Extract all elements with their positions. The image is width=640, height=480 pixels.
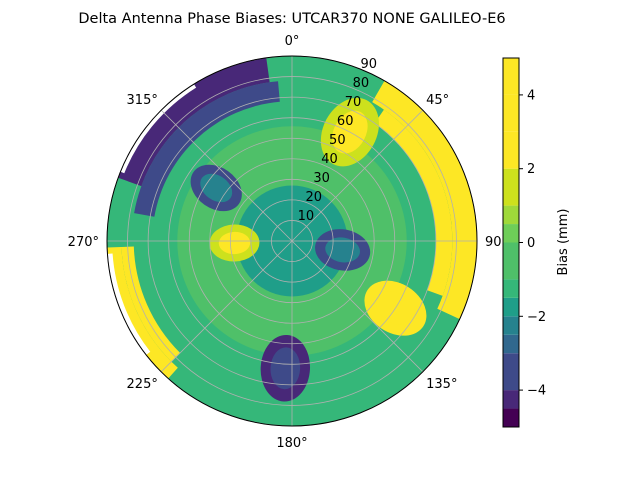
grid-spoke-45 [291, 109, 424, 242]
radial-label-80: 80 [353, 76, 370, 91]
radial-label-10: 10 [298, 209, 315, 224]
contour-east-high-band [372, 80, 477, 320]
contour-west-yellow-band [107, 246, 178, 379]
contour-east-mid-band [374, 109, 453, 296]
colorbar-band-3 [503, 334, 519, 354]
colorbar-band-12 [503, 94, 519, 132]
radial-label-30: 30 [313, 171, 330, 186]
chart-title: Delta Antenna Phase Biases: UTCAR370 NON… [78, 11, 505, 27]
grid-spoke-225 [160, 240, 293, 373]
colorbar-label: Bias (mm) [556, 209, 571, 276]
colorbar-band-9 [503, 205, 519, 225]
contour-south-dark-lobe [270, 347, 301, 390]
angle-label-45: 45° [426, 93, 449, 108]
colorbar-band-10 [503, 168, 519, 206]
plot-area: 0° 45° 90 135° 180° 225° 270° 315° 10 20 30 40 50 60… [68, 34, 502, 451]
colorbar-band-5 [503, 297, 519, 317]
colorbar-band-8 [503, 224, 519, 243]
colorbar-tick-label-4: 4 [527, 88, 535, 103]
contour-east-dark-lobe [325, 237, 360, 263]
radial-label-60: 60 [337, 114, 354, 129]
radial-label-20: 20 [305, 190, 322, 205]
colorbar-band-11 [503, 131, 519, 169]
colorbar-band-1 [503, 390, 519, 409]
colorbar-band-2 [503, 353, 519, 391]
radial-label-70: 70 [345, 95, 362, 110]
angle-tick-labels: 0° 45° 90 135° 180° 225° 270° 315° [68, 34, 502, 451]
angle-label-315: 315° [127, 93, 158, 108]
radial-label-40: 40 [321, 152, 338, 167]
colorbar-band-4 [503, 316, 519, 335]
colorbar-tick-label-0: 0 [527, 236, 535, 251]
radial-label-90: 90 [361, 57, 378, 72]
colorbar-band-6 [503, 279, 519, 298]
polar-frame [106, 55, 478, 427]
contour-northwest-dark-band [118, 57, 270, 187]
contour-northwest-blue-band [134, 81, 280, 217]
angle-label-135: 135° [426, 377, 457, 392]
colorbar-band-0 [503, 408, 519, 427]
angle-label-225: 225° [127, 377, 158, 392]
colorbar: −4 −2 0 2 4 Bias (mm) [502, 57, 571, 428]
contour-no-data-west [107, 253, 151, 355]
angle-label-270: 270° [68, 235, 99, 250]
contour-west-green-lobe [218, 231, 251, 255]
grid-spoke-135 [291, 240, 424, 373]
angle-label-180: 180° [276, 436, 307, 451]
radial-label-50: 50 [329, 133, 346, 148]
colorbar-band-13 [503, 58, 519, 95]
colorbar-ticks: −4 −2 0 2 4 [519, 88, 546, 399]
polar-grid [106, 55, 478, 427]
radial-tick-labels: 10 20 30 40 50 60 70 80 90 [298, 57, 377, 224]
colorbar-tick-label-2: 2 [527, 162, 535, 177]
grid-spoke-315 [160, 109, 293, 242]
angle-label-0: 0° [285, 34, 300, 49]
angle-label-90: 90 [485, 235, 502, 250]
contour-no-data-northwest [120, 84, 197, 174]
colorbar-tick-label--4: −4 [527, 384, 546, 399]
colorbar-band-7 [503, 242, 519, 280]
colorbar-tick-label--2: −2 [527, 310, 546, 325]
colorbar-bands [503, 58, 519, 427]
contour-west-green-band [121, 246, 181, 362]
